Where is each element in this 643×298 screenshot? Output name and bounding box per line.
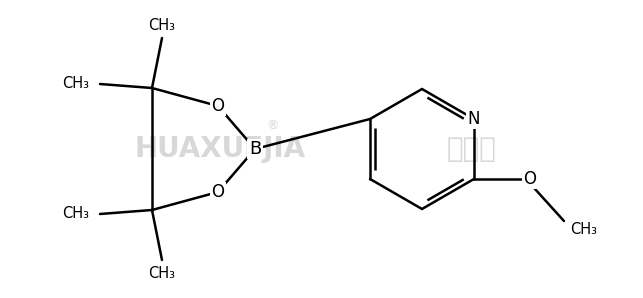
Text: B: B xyxy=(249,140,261,158)
Text: CH₃: CH₃ xyxy=(149,266,176,280)
Text: O: O xyxy=(523,170,536,188)
Text: CH₃: CH₃ xyxy=(149,18,176,32)
Text: CH₃: CH₃ xyxy=(62,77,89,91)
Text: HUAXUEJIA: HUAXUEJIA xyxy=(134,135,305,163)
Text: O: O xyxy=(212,183,224,201)
Text: O: O xyxy=(212,97,224,115)
Text: N: N xyxy=(467,110,480,128)
Text: 化学加: 化学加 xyxy=(447,135,497,163)
Text: ®: ® xyxy=(267,119,279,133)
Text: CH₃: CH₃ xyxy=(570,221,597,237)
Text: CH₃: CH₃ xyxy=(62,207,89,221)
